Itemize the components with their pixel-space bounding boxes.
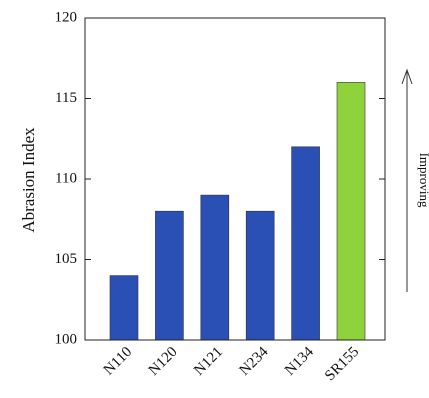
bar	[245, 210, 275, 341]
y-tick-label: 120	[55, 9, 78, 25]
bar	[336, 82, 366, 341]
bar	[155, 210, 184, 341]
x-tick-label: N120	[146, 344, 181, 379]
plot-frame	[84, 17, 386, 341]
bar	[109, 275, 139, 341]
x-tick-label: N234	[237, 344, 272, 379]
bar	[200, 194, 230, 341]
y-tick-label: 115	[55, 90, 77, 106]
annotation: Improving	[417, 153, 429, 208]
bar	[291, 146, 320, 341]
y-tick-label: 110	[55, 170, 77, 186]
improving-arrowhead	[401, 68, 413, 85]
x-tick-label: N134	[282, 344, 317, 379]
x-tick-label: N110	[101, 344, 135, 378]
x-tick-label: SR155	[322, 344, 362, 384]
x-tick-label: N121	[191, 344, 226, 379]
y-axis-label: Abrasion Index	[19, 127, 38, 233]
y-tick-label: 100	[55, 331, 78, 347]
y-tick-label: 105	[55, 251, 78, 267]
